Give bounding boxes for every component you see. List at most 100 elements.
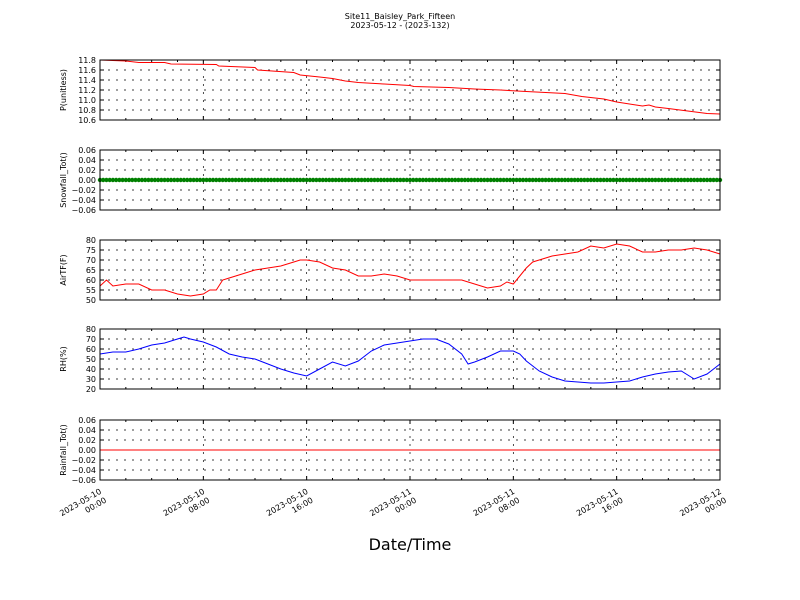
data-point — [511, 177, 516, 183]
data-point — [601, 177, 606, 183]
data-point — [262, 177, 267, 183]
data-point — [178, 177, 183, 183]
data-point — [433, 177, 439, 183]
data-point — [372, 177, 377, 183]
y-tick-label: 0.04 — [78, 426, 96, 435]
data-point — [488, 177, 493, 183]
data-point — [310, 177, 316, 183]
y-tick-label: 60 — [86, 345, 96, 354]
data-point — [181, 177, 187, 183]
y-tick-label: −0.04 — [71, 466, 96, 475]
data-point — [275, 177, 280, 183]
y-tick-label: 0.00 — [78, 446, 96, 455]
data-point — [698, 177, 703, 183]
data-point — [155, 177, 161, 183]
y-tick-label: 50 — [86, 296, 96, 305]
data-point — [333, 177, 338, 183]
x-tick-label: 2023-05-1000:00 — [58, 487, 108, 527]
y-tick-label: 30 — [86, 375, 96, 384]
data-point — [317, 177, 322, 183]
data-point — [527, 177, 532, 183]
data-point — [485, 177, 490, 183]
y-axis-label: Snowfall_Tot() — [59, 152, 68, 208]
y-tick-label: 70 — [86, 335, 96, 344]
data-point — [443, 177, 448, 183]
data-point — [123, 177, 129, 183]
data-point — [207, 177, 212, 183]
data-point — [704, 177, 710, 183]
data-point — [533, 177, 539, 183]
data-point — [236, 177, 242, 183]
data-point — [113, 177, 119, 183]
data-point — [243, 177, 248, 183]
y-tick-label: 10.6 — [78, 116, 96, 125]
data-point — [582, 177, 587, 183]
data-point — [288, 177, 293, 183]
y-axis-label: P(unitless) — [59, 69, 68, 111]
data-point — [330, 177, 335, 183]
data-point — [569, 177, 574, 183]
data-point — [375, 177, 380, 183]
series-markers-1 — [97, 177, 723, 183]
data-point — [117, 177, 122, 183]
x-tick-label: 2023-05-1008:00 — [162, 487, 212, 527]
data-point — [701, 177, 707, 183]
data-point — [666, 177, 671, 183]
data-point — [249, 177, 254, 183]
data-point — [285, 177, 290, 183]
data-point — [346, 177, 351, 183]
data-point — [427, 177, 432, 183]
data-point — [691, 177, 697, 183]
data-point — [197, 177, 203, 183]
data-point — [478, 177, 484, 183]
y-tick-label: 11.2 — [78, 86, 96, 95]
data-point — [349, 177, 355, 183]
data-point — [184, 177, 190, 183]
data-point — [391, 177, 397, 183]
panel-4: 0.060.040.020.00−0.02−0.04−0.06Rainfall_… — [59, 416, 721, 485]
data-point — [637, 177, 642, 183]
data-point — [679, 177, 684, 183]
data-point — [559, 177, 564, 183]
data-point — [585, 177, 590, 183]
data-point — [194, 177, 200, 183]
x-tick-labels: 2023-05-1000:00 2023-05-1008:00 2023-05-10… — [58, 487, 728, 527]
data-point — [672, 177, 677, 183]
data-point — [608, 177, 613, 183]
data-point — [394, 177, 400, 183]
data-point — [204, 177, 209, 183]
data-point — [159, 177, 164, 183]
data-point — [546, 177, 552, 183]
data-point — [549, 177, 555, 183]
data-point — [617, 177, 623, 183]
data-point — [530, 177, 535, 183]
data-point — [469, 177, 474, 183]
data-point — [595, 177, 600, 183]
data-point — [168, 177, 174, 183]
data-point — [220, 177, 225, 183]
y-tick-label: 70 — [86, 256, 96, 265]
panel-0: 11.811.611.411.211.010.810.6 P(unitless) — [59, 56, 721, 125]
x-axis-label: Date/Time — [369, 535, 452, 554]
y-tick-label: 11.8 — [78, 56, 96, 65]
data-point — [294, 177, 300, 183]
data-point — [230, 177, 235, 183]
data-point — [646, 177, 652, 183]
y-tick-label: 0.06 — [78, 416, 96, 425]
data-point — [188, 177, 193, 183]
data-point — [656, 177, 661, 183]
data-point — [520, 177, 526, 183]
data-point — [685, 177, 690, 183]
y-tick-label: 0.02 — [78, 166, 96, 175]
y-tick-label: −0.06 — [71, 206, 96, 215]
data-point — [711, 177, 716, 183]
data-point — [256, 177, 261, 183]
data-point — [462, 177, 468, 183]
y-tick-label: 0.06 — [78, 146, 96, 155]
data-point — [695, 177, 700, 183]
series-line-3 — [99, 336, 721, 384]
x-tick-label: 2023-05-1100:00 — [368, 487, 418, 527]
y-tick-label: 0.00 — [78, 176, 96, 185]
y-tick-label: 80 — [86, 325, 96, 334]
